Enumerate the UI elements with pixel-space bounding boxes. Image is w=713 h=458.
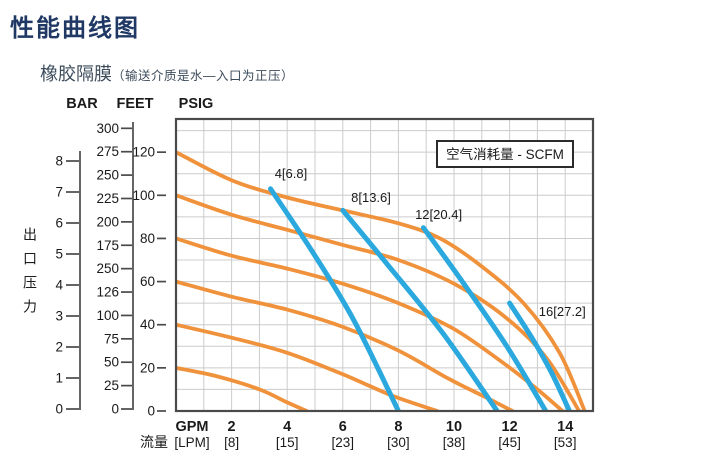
- bar-tick-label: 7: [55, 185, 63, 200]
- bar-axis: [66, 151, 81, 410]
- psig-tick-label: 60: [140, 274, 155, 289]
- discharge-pressure-20psig: [176, 366, 309, 411]
- lpm-tick-label: [15]: [276, 435, 299, 450]
- lpm-tick-label: [45]: [498, 435, 521, 450]
- feet-tick-label: 225: [96, 191, 119, 206]
- psig-tick-label: 100: [132, 188, 155, 203]
- legend-box: [436, 140, 574, 168]
- lpm-tick-label: [53]: [554, 435, 577, 450]
- bar-tick-label: 1: [55, 371, 63, 386]
- bar-axis-title: BAR: [66, 96, 98, 112]
- bar-tick-label: 5: [55, 247, 63, 262]
- feet-tick-label: 100: [96, 308, 119, 323]
- gpm-tick-label: 4: [283, 419, 291, 435]
- grid: [176, 119, 593, 411]
- diaphragm-type-label: 橡胶隔膜: [40, 64, 112, 84]
- feet-tick-label: 300: [96, 121, 119, 136]
- x-axis-title-flow: 流量: [140, 434, 168, 450]
- scfm-curve-12[20.4]: [420, 225, 549, 411]
- lpm-tick-label: [8]: [224, 435, 239, 450]
- psig-tick-label: 0: [147, 404, 155, 419]
- gpm-tick-label: 12: [502, 419, 518, 435]
- feet-tick-label: 50: [104, 355, 119, 370]
- y-axis-title-outlet-pressure: 出口压力: [22, 227, 38, 323]
- discharge-pressure-40psig: [176, 322, 440, 411]
- feet-tick-label: 275: [96, 144, 119, 159]
- feet-tick-label: 200: [96, 214, 119, 229]
- scfm-curve-8[13.6]: [340, 207, 500, 411]
- bar-tick-label: 6: [55, 216, 63, 231]
- bar-tick-label: 2: [55, 340, 63, 355]
- psig-tick-label: 120: [132, 145, 155, 160]
- scfm-curve-label: 12[20.4]: [415, 207, 462, 222]
- gpm-tick-label: 14: [557, 419, 573, 435]
- bar-tick-label: 3: [55, 309, 63, 324]
- feet-axis-title: FEET: [116, 96, 153, 112]
- scfm-curve-label: 4[6.8]: [275, 166, 308, 181]
- feet-axis: [121, 122, 134, 410]
- feet-tick-label: 75: [104, 331, 119, 346]
- psig-axis: [157, 151, 166, 412]
- psig-tick-label: 20: [140, 360, 155, 375]
- feet-tick-label: 0: [111, 402, 119, 417]
- lpm-tick-label: [23]: [332, 435, 355, 450]
- medium-note: （输送介质是水—入口为正压）: [112, 69, 295, 83]
- discharge-pressure-120psig: [176, 150, 587, 411]
- feet-tick-label: 25: [104, 378, 119, 393]
- x-axis-unit-lpm: [LPM]: [174, 435, 209, 450]
- curves: [176, 150, 587, 411]
- bar-tick-label: 0: [55, 402, 63, 417]
- gpm-tick-label: 6: [339, 419, 347, 435]
- legend-label: 空气消耗量 - SCFM: [446, 147, 564, 162]
- plot-border: [174, 117, 595, 413]
- psig-axis-title: PSIG: [179, 96, 214, 112]
- lpm-tick-label: [38]: [443, 435, 466, 450]
- psig-tick-label: 40: [140, 317, 155, 332]
- psig-tick-label: 80: [140, 231, 155, 246]
- scfm-curve-label: 16[27.2]: [539, 304, 586, 319]
- bar-tick-label: 4: [55, 278, 63, 293]
- gpm-tick-label: 2: [228, 419, 236, 435]
- scfm-curve-16[27.2]: [507, 300, 572, 411]
- page-title: 性能曲线图: [10, 15, 140, 42]
- feet-tick-label: 250: [96, 261, 119, 276]
- diaphragm-type-heading: 橡胶隔膜（输送介质是水—入口为正压）: [40, 60, 294, 86]
- feet-tick-label: 175: [96, 238, 119, 253]
- x-axis-unit-gpm: GPM: [175, 419, 208, 435]
- lpm-tick-label: [30]: [387, 435, 410, 450]
- feet-tick-label: 126: [96, 285, 119, 300]
- gpm-tick-label: 8: [394, 419, 402, 435]
- scfm-curve-4[6.8]: [268, 186, 401, 411]
- scfm-curve-label: 8[13.6]: [351, 190, 391, 205]
- feet-tick-label: 250: [96, 168, 119, 183]
- gpm-tick-label: 10: [446, 419, 462, 435]
- bar-tick-label: 8: [55, 154, 63, 169]
